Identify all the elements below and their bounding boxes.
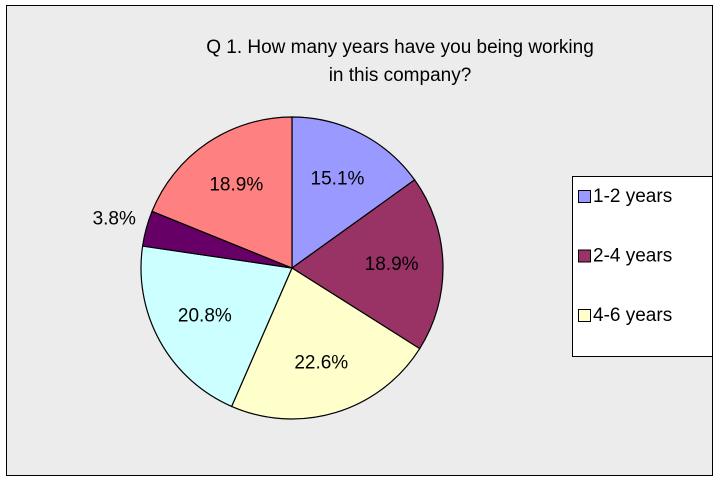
data-label: 3.8%: [93, 209, 136, 230]
data-label: 20.8%: [178, 305, 232, 326]
pie-slice: [291, 116, 416, 270]
legend-swatch: [578, 309, 591, 322]
legend-box: [572, 176, 713, 357]
legend-label: 2-4 years: [593, 246, 672, 267]
legend-label: 1-2 years: [593, 186, 672, 207]
chart-title: in this company?: [329, 65, 472, 86]
legend-swatch: [578, 190, 591, 203]
data-label: 22.6%: [294, 352, 348, 373]
pie-slice: [140, 245, 293, 408]
pie-slice: [230, 267, 421, 420]
data-label: 15.1%: [311, 168, 365, 189]
legend-swatch: [578, 249, 591, 263]
pie-slice: [151, 116, 293, 269]
legend-label: 4-6 years: [593, 305, 672, 326]
data-label: 18.9%: [209, 174, 263, 195]
chart-title: Q 1. How many years have you being worki…: [206, 37, 594, 58]
data-label: 18.9%: [365, 254, 419, 275]
pie-slice: [290, 179, 444, 350]
